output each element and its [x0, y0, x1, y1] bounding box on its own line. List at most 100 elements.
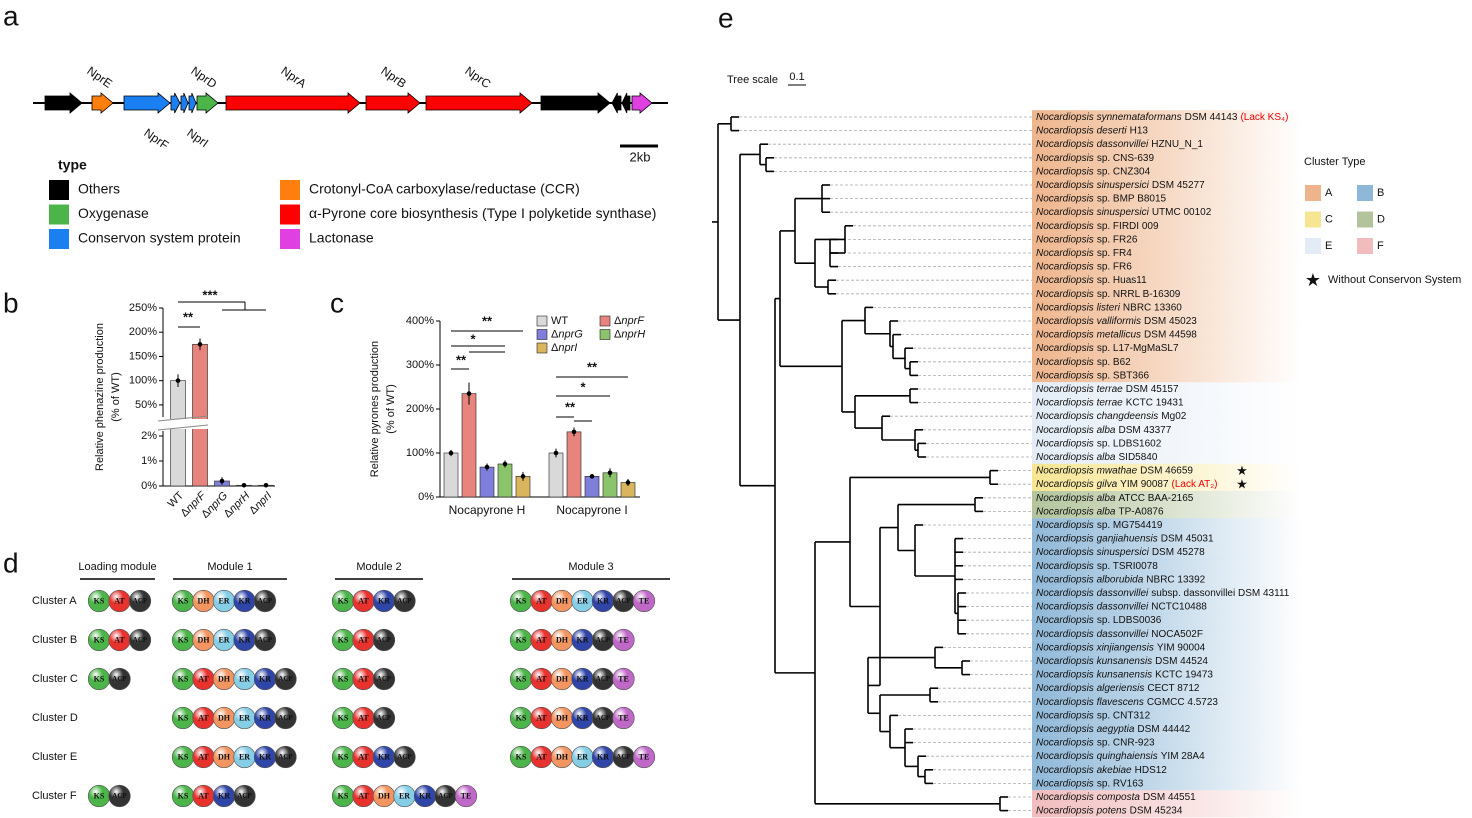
domain-label: KR [597, 752, 609, 761]
leaf-label: Nocardiopsis flavescens CGMCC 4.5723 [1036, 696, 1218, 707]
note: (Lack KS₄) [1240, 112, 1288, 123]
legend-label: ΔnprI [551, 342, 577, 354]
domain-label: KR [259, 752, 271, 761]
cluster-band [1032, 205, 1302, 220]
domain-label: ER [577, 752, 588, 761]
legend-swatch [49, 229, 69, 249]
y-axis-label: (% of WT) [110, 372, 122, 422]
leaf-label: Nocardiopsis dassonvillei HZNU_N_1 [1036, 139, 1203, 150]
point [241, 482, 247, 488]
strain: subsp. dassonvillei DSM 43111 [1151, 588, 1289, 599]
cluster-band [1032, 137, 1302, 152]
species: Nocardiopsis kunsanensis [1036, 669, 1152, 680]
strain: YIM 28A4 [1161, 751, 1205, 762]
cluster-band [1032, 409, 1302, 424]
domain-label: TE [639, 752, 650, 761]
strain: NBRC 13360 [1123, 302, 1182, 313]
strain: DSM 44598 [1144, 329, 1197, 340]
gene-arrow [196, 92, 219, 114]
species: Nocardiopsis ganjiahuensis [1036, 533, 1158, 544]
legend-star: ★ [1305, 270, 1321, 290]
y-tick-label: 200% [406, 403, 434, 415]
domain-label: KS [178, 791, 189, 800]
strain: HZNU_N_1 [1151, 139, 1203, 150]
leaf-label: Nocardiopsis kunsanensis KCTC 19473 [1036, 669, 1213, 680]
species: Nocardiopsis xinjiangensis [1036, 642, 1154, 653]
cluster-band [1032, 436, 1302, 451]
domain-label: KR [378, 752, 390, 761]
domain-label: KR [239, 635, 251, 644]
bar [443, 452, 459, 498]
leaf-label: Nocardiopsis sp. CNZ304 [1036, 166, 1151, 177]
domain-label: KS [178, 596, 189, 605]
domain-label: KR [378, 596, 390, 605]
domain-label: TE [639, 596, 650, 605]
domain-label: KR [577, 635, 589, 644]
domain-label: KS [178, 752, 189, 761]
point [263, 482, 269, 488]
domain-label: DH [556, 674, 569, 683]
legend-swatch [1357, 185, 1373, 201]
domain [632, 745, 656, 769]
legend-label: Lactonase [309, 230, 374, 246]
cluster-band [1032, 423, 1302, 437]
cluster-band [1032, 695, 1302, 709]
species: Nocardiopsis [1036, 248, 1094, 259]
leaf-label: Nocardiopsis terrae KCTC 19431 [1036, 397, 1184, 408]
species: Nocardiopsis composta [1036, 792, 1140, 803]
domain-label: ACP [133, 636, 148, 644]
cluster-band [1032, 314, 1302, 328]
cluster-label: Cluster C [32, 673, 78, 685]
leaf-label: Nocardiopsis sp. RV163 [1036, 778, 1144, 789]
module-header: Module 1 [207, 561, 252, 573]
cluster-band [1032, 722, 1302, 736]
significance: ** [482, 313, 493, 328]
strain: DSM 44551 [1143, 792, 1196, 803]
domain-label: KS [94, 791, 105, 800]
domain-label: ACP [616, 597, 631, 605]
strain: sp. NRRL B-16309 [1097, 288, 1181, 299]
strain: sp. BMP B8015 [1097, 193, 1167, 204]
gene-arrow [225, 92, 361, 114]
y-tick-label: 250% [129, 302, 157, 314]
cluster-band [1032, 477, 1302, 492]
domain-label: ACP [397, 753, 412, 761]
domain-label: TE [618, 713, 629, 722]
scale-label: 2kb [630, 149, 651, 164]
domain-label: ACP [258, 597, 273, 605]
domain-label: ER [218, 596, 229, 605]
leaf-label: Nocardiopsis xinjiangensis YIM 90004 [1036, 642, 1206, 653]
domain [274, 706, 297, 730]
species: Nocardiopsis sinuspersici [1036, 180, 1150, 191]
leaf-label: Nocardiopsis sinuspersici DSM 45278 [1036, 547, 1205, 558]
leaf-label: Nocardiopsis sp. FR6 [1036, 261, 1132, 272]
significance: ** [587, 359, 598, 374]
species: Nocardiopsis [1036, 737, 1094, 748]
y-tick-label: 150% [129, 350, 157, 362]
y-tick-label: 100% [129, 375, 157, 387]
domain-label: ACP [616, 753, 631, 761]
domain-label: KS [338, 596, 349, 605]
domain-label: DH [378, 791, 391, 800]
legend-label: E [1325, 240, 1332, 252]
legend-label: Crotonyl-CoA carboxylase/reductase (CCR) [309, 181, 580, 197]
domain-label: AT [114, 596, 125, 605]
gene-arrow [540, 92, 611, 114]
species: Nocardiopsis synnemataformans [1036, 112, 1182, 123]
domain [393, 589, 416, 613]
domain [454, 784, 478, 808]
leaf-label: Nocardiopsis sp. TSRI0078 [1036, 560, 1158, 571]
legend-label: F [1377, 240, 1384, 252]
domain-label: KS [516, 596, 527, 605]
panel-label: a [3, 0, 19, 31]
cluster-band [1032, 232, 1302, 247]
legend-swatch [49, 180, 69, 200]
species: Nocardiopsis quinghaiensis [1036, 751, 1158, 762]
cluster-band [1032, 368, 1302, 383]
leaf-label: Nocardiopsis sp. FR26 [1036, 234, 1138, 245]
domain-label: ACP [133, 597, 148, 605]
point [484, 464, 490, 470]
cluster-band [1032, 599, 1302, 614]
leaf-label: Nocardiopsis sp. FIRDI 009 [1036, 220, 1159, 231]
cluster-band [1032, 790, 1302, 804]
